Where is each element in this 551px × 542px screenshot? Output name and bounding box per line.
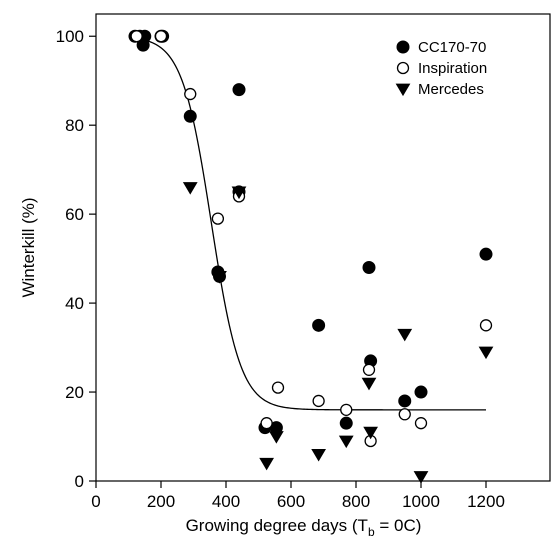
legend: CC170-70 Inspiration Mercedes bbox=[395, 39, 487, 98]
down-triangle-point bbox=[413, 471, 429, 484]
down-triangle-point bbox=[259, 457, 274, 471]
x-tick-label: 800 bbox=[342, 492, 370, 511]
x-axis-title: Growing degree days (Tb = 0C) bbox=[186, 516, 422, 539]
open-circle-point bbox=[211, 212, 225, 225]
x-tick-label: 1000 bbox=[402, 492, 440, 511]
open-circle-point bbox=[398, 408, 411, 421]
down-triangle-point bbox=[269, 431, 284, 444]
open-circle-point bbox=[184, 87, 197, 101]
x-axis-title-suffix: = 0C) bbox=[375, 516, 422, 535]
plot-frame bbox=[95, 13, 551, 482]
axes: 0 200 400 600 800 1000 1200 0 20 40 60 80 100 bbox=[56, 13, 551, 511]
filled-circle-point bbox=[398, 394, 412, 408]
legend-marker bbox=[396, 40, 410, 54]
legend-label: Inspiration bbox=[418, 60, 487, 77]
y-tick-label: 0 bbox=[75, 472, 84, 491]
open-circle-point bbox=[271, 381, 285, 394]
down-triangle-point bbox=[363, 426, 378, 440]
filled-circle-point bbox=[183, 109, 197, 123]
data-markers bbox=[128, 29, 494, 484]
legend-marker bbox=[395, 83, 411, 97]
filled-circle-point bbox=[339, 416, 353, 430]
x-tick-label: 400 bbox=[212, 492, 240, 511]
down-triangle-point bbox=[182, 182, 198, 195]
y-tick-label: 60 bbox=[65, 205, 84, 224]
down-triangle-point bbox=[397, 328, 413, 342]
series-mercedes bbox=[182, 182, 494, 484]
filled-circle-point bbox=[414, 385, 428, 399]
open-circle-point bbox=[340, 403, 353, 416]
filled-circle-point bbox=[136, 38, 150, 52]
y-axis-title: Winterkill (%) bbox=[19, 197, 38, 297]
down-triangle-point bbox=[478, 346, 494, 360]
x-axis-title-subscript: b bbox=[368, 525, 375, 539]
filled-circle-point bbox=[312, 318, 326, 332]
down-triangle-point bbox=[231, 186, 247, 200]
open-circle-point bbox=[414, 417, 428, 430]
series-inspiration bbox=[130, 30, 493, 448]
legend-marker bbox=[396, 61, 410, 75]
y-tick-label: 80 bbox=[65, 116, 84, 135]
open-circle-point bbox=[479, 319, 493, 332]
open-circle-point bbox=[154, 30, 168, 43]
down-triangle-point bbox=[338, 435, 354, 449]
open-circle-point bbox=[260, 417, 273, 430]
legend-label: Mercedes bbox=[418, 81, 484, 98]
x-tick-label: 1200 bbox=[467, 492, 505, 511]
filled-circle-point bbox=[479, 247, 493, 261]
down-triangle-point bbox=[361, 377, 377, 391]
y-tick-label: 20 bbox=[65, 383, 84, 402]
x-tick-label: 600 bbox=[277, 492, 305, 511]
y-tick-label: 40 bbox=[65, 294, 84, 313]
legend-label: CC170-70 bbox=[418, 39, 486, 56]
x-tick-label: 200 bbox=[147, 492, 175, 511]
open-circle-point bbox=[362, 363, 376, 376]
x-tick-label: 0 bbox=[91, 492, 100, 511]
down-triangle-point bbox=[212, 271, 227, 284]
x-axis-title-main: Growing degree days (T bbox=[186, 516, 368, 535]
y-tick-label: 100 bbox=[56, 27, 84, 46]
filled-circle-point bbox=[362, 261, 376, 275]
down-triangle-point bbox=[311, 448, 326, 462]
open-circle-point bbox=[312, 394, 325, 408]
filled-circle-point bbox=[232, 83, 246, 97]
open-circle-point bbox=[130, 30, 143, 43]
